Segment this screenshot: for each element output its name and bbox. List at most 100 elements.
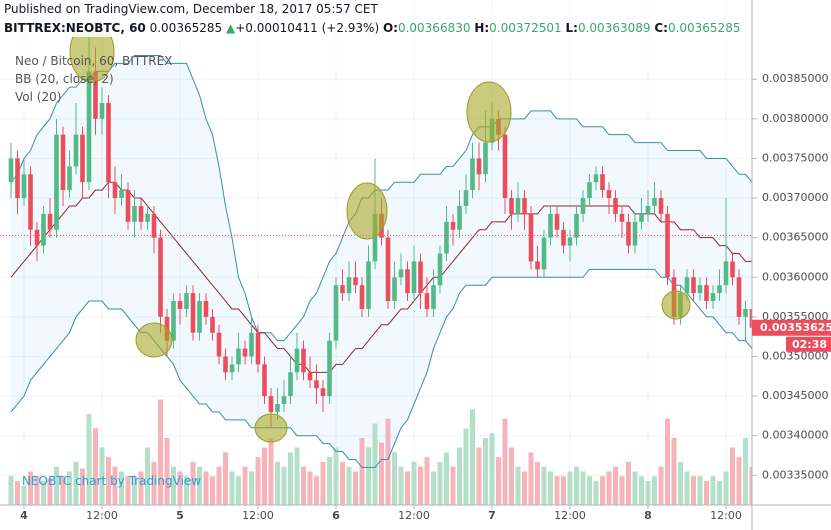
candle-body xyxy=(281,396,287,405)
candle-body xyxy=(476,158,482,175)
open-value: 0.00366830 xyxy=(397,21,471,35)
candle-body xyxy=(190,293,196,333)
candle-body xyxy=(99,102,105,119)
candle-body xyxy=(652,198,657,206)
volume-bar xyxy=(242,466,248,505)
low-value: 0.00363089 xyxy=(577,21,651,35)
volume-bar xyxy=(411,461,417,505)
volume-bar xyxy=(67,471,72,505)
volume-bar xyxy=(119,471,124,505)
candle-body xyxy=(457,205,462,230)
candle-body xyxy=(574,213,579,238)
candle-body xyxy=(541,237,547,270)
o-label: O: xyxy=(382,21,398,35)
candle-body xyxy=(697,285,703,294)
candle-body xyxy=(665,213,670,278)
candle-body xyxy=(515,198,521,214)
y-tick-label: 0.00385000 xyxy=(762,72,828,85)
c-label: C: xyxy=(654,21,668,35)
x-tick-label: 8 xyxy=(644,509,652,522)
volume-bar xyxy=(606,471,612,505)
volume-bar xyxy=(210,476,215,505)
candle-body xyxy=(600,174,605,191)
volume-bar xyxy=(151,461,157,505)
volume-bar xyxy=(255,457,261,505)
candle-body xyxy=(743,308,748,317)
volume-bar xyxy=(522,471,527,505)
volume-bar xyxy=(21,485,27,505)
candle-body xyxy=(470,158,475,191)
last: 0.00365285 xyxy=(149,21,223,35)
candle-body xyxy=(593,174,599,183)
published: Published on TradingView.com, December 1… xyxy=(4,2,378,16)
volume-bar xyxy=(138,471,144,505)
y-tick-label: 0.00380000 xyxy=(762,112,828,125)
volume-bar xyxy=(132,476,137,505)
x-tick-label: 5 xyxy=(176,509,184,522)
candle-body xyxy=(424,293,430,309)
volume-bar xyxy=(190,461,196,505)
highlight-ellipse xyxy=(466,81,512,143)
candle-body xyxy=(639,213,644,222)
volume-bar xyxy=(41,481,46,505)
x-tick-label: 7 xyxy=(488,509,496,522)
candle-body xyxy=(398,269,404,278)
volume-bar xyxy=(528,452,534,505)
volume-bar xyxy=(554,476,560,505)
volume-bar xyxy=(372,423,378,505)
volume-bar xyxy=(177,471,183,505)
volume-bar xyxy=(418,466,423,505)
volume-bar xyxy=(509,447,514,505)
candle-body xyxy=(340,285,345,294)
candle-body xyxy=(197,301,202,333)
volume-bar xyxy=(502,418,508,505)
candle-body xyxy=(684,277,690,294)
candle-body xyxy=(626,221,631,246)
volume-bar xyxy=(366,447,371,505)
legend-item: Vol (20) xyxy=(15,90,62,104)
volume-bar xyxy=(593,481,599,505)
volume-bar xyxy=(704,481,709,505)
candle-body xyxy=(41,213,46,246)
arrow: ▲ xyxy=(225,21,236,35)
volume-bar xyxy=(281,466,287,505)
candle-body xyxy=(223,356,228,373)
candle-body xyxy=(704,285,709,302)
candle-body xyxy=(21,174,27,199)
volume-bar xyxy=(730,447,735,505)
candle-body xyxy=(262,364,267,397)
volume-bar xyxy=(476,447,482,505)
volume-bar xyxy=(665,418,670,505)
candle-body xyxy=(366,261,371,309)
volume-bar xyxy=(723,471,729,505)
volume-bar xyxy=(535,461,540,505)
candle-body xyxy=(548,213,553,238)
legend-item: Neo / Bitcoin, 60, BITTREX xyxy=(15,54,173,68)
candle-body xyxy=(606,190,612,199)
candle-body xyxy=(619,213,625,222)
candle-body xyxy=(184,293,189,309)
candle-body xyxy=(587,182,592,199)
volume-bar xyxy=(333,447,339,505)
candle-body xyxy=(54,134,59,230)
candle-body xyxy=(483,142,488,175)
candle-body xyxy=(444,221,449,254)
volume-bar xyxy=(268,437,274,505)
volume-bar xyxy=(288,452,293,505)
candle-body xyxy=(275,404,280,412)
volume-bar xyxy=(385,418,391,505)
candle-body xyxy=(418,261,423,294)
close-value: 0.00365285 xyxy=(667,21,741,35)
volume-bar xyxy=(743,437,748,505)
candle-body xyxy=(47,213,53,230)
volume-bar xyxy=(294,447,300,505)
volume-bar xyxy=(567,471,573,505)
y-tick-label: 0.00370000 xyxy=(762,191,828,204)
volume-bar xyxy=(145,447,150,505)
candle-body xyxy=(229,364,235,373)
volume-bar xyxy=(275,461,280,505)
candle-body xyxy=(359,285,365,309)
volume-bar xyxy=(197,466,202,505)
candle-body xyxy=(736,277,742,317)
